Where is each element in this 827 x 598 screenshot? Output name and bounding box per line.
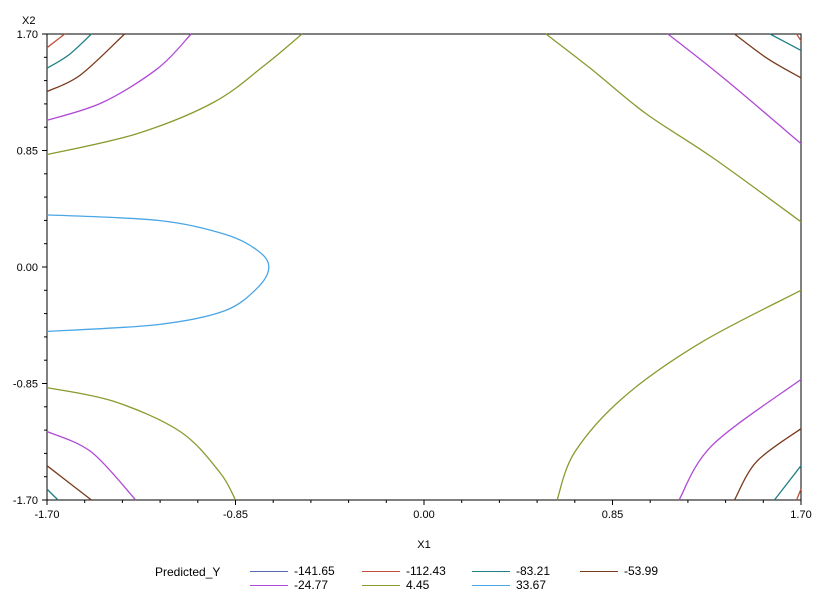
contour-line-4.45-3 (556, 289, 802, 501)
legend-swatch (472, 571, 510, 572)
legend-swatch (250, 585, 288, 586)
legend-label: -24.77 (294, 578, 329, 592)
legend-swatch (250, 571, 288, 572)
x-axis-label: X1 (417, 539, 430, 551)
legend-swatch (362, 571, 400, 572)
legend-title: Predicted_Y (155, 565, 221, 579)
contour-line--112.43-2 (795, 488, 802, 501)
x-tick-label: -0.85 (223, 509, 248, 521)
contour-line--83.21-3 (773, 465, 802, 501)
y-tick-label: 0.00 (17, 262, 38, 274)
legend-label: -53.99 (624, 564, 659, 578)
legend-label: -112.43 (406, 564, 446, 578)
x-tick-label: 0.85 (602, 509, 623, 521)
legend-label: -141.65 (294, 564, 335, 578)
contour-line--24.77-1 (667, 33, 802, 145)
contour-line--83.21-1 (769, 33, 802, 51)
legend-label: 4.45 (406, 578, 430, 592)
y-tick-label: 1.70 (17, 29, 38, 41)
contour-line--53.99-1 (734, 33, 802, 79)
y-tick-label: -0.85 (13, 379, 38, 391)
contour-line--83.21-2 (46, 488, 59, 501)
x-tick-label: 1.70 (790, 509, 811, 521)
contour-line-4.45-0 (46, 33, 303, 156)
contour-line--24.77-2 (46, 430, 137, 501)
contour-lines (46, 33, 802, 501)
contour-line--53.99-2 (46, 465, 92, 501)
y-tick-label: 0.85 (17, 146, 38, 158)
contour-line--24.77-0 (46, 33, 192, 121)
legend-swatch (472, 585, 510, 586)
legend-label: -83.21 (516, 564, 551, 578)
axes (46, 33, 802, 501)
y-tick-label: -1.70 (13, 495, 38, 507)
legend-swatch (362, 585, 400, 586)
contour-line-33.67-0 (46, 214, 270, 333)
plot-frame (46, 33, 802, 501)
y-axis-label: X2 (22, 15, 35, 27)
contour-line-4.45-2 (46, 386, 237, 501)
contour-line--112.43-1 (796, 33, 802, 42)
contour-line--112.43-0 (46, 33, 66, 49)
contour-line--53.99-0 (46, 33, 126, 93)
contour-line-4.45-1 (545, 33, 802, 223)
x-tick-label: 0.00 (413, 509, 434, 521)
tick-marks: -1.70 -0.85 0.00 0.85 1.70 -1.70 -0.85 0.00 0.85… (13, 29, 812, 521)
legend: Predicted_Y -141.65 -112.43 -83.21 -53.99 -2… (155, 562, 795, 596)
contour-line--24.77-3 (678, 378, 802, 501)
legend-swatch (580, 571, 618, 572)
contour-line--53.99-3 (733, 428, 802, 501)
x-tick-label: -1.70 (34, 509, 59, 521)
contour-line--83.21-0 (46, 33, 92, 69)
legend-label: 33.67 (516, 578, 547, 592)
